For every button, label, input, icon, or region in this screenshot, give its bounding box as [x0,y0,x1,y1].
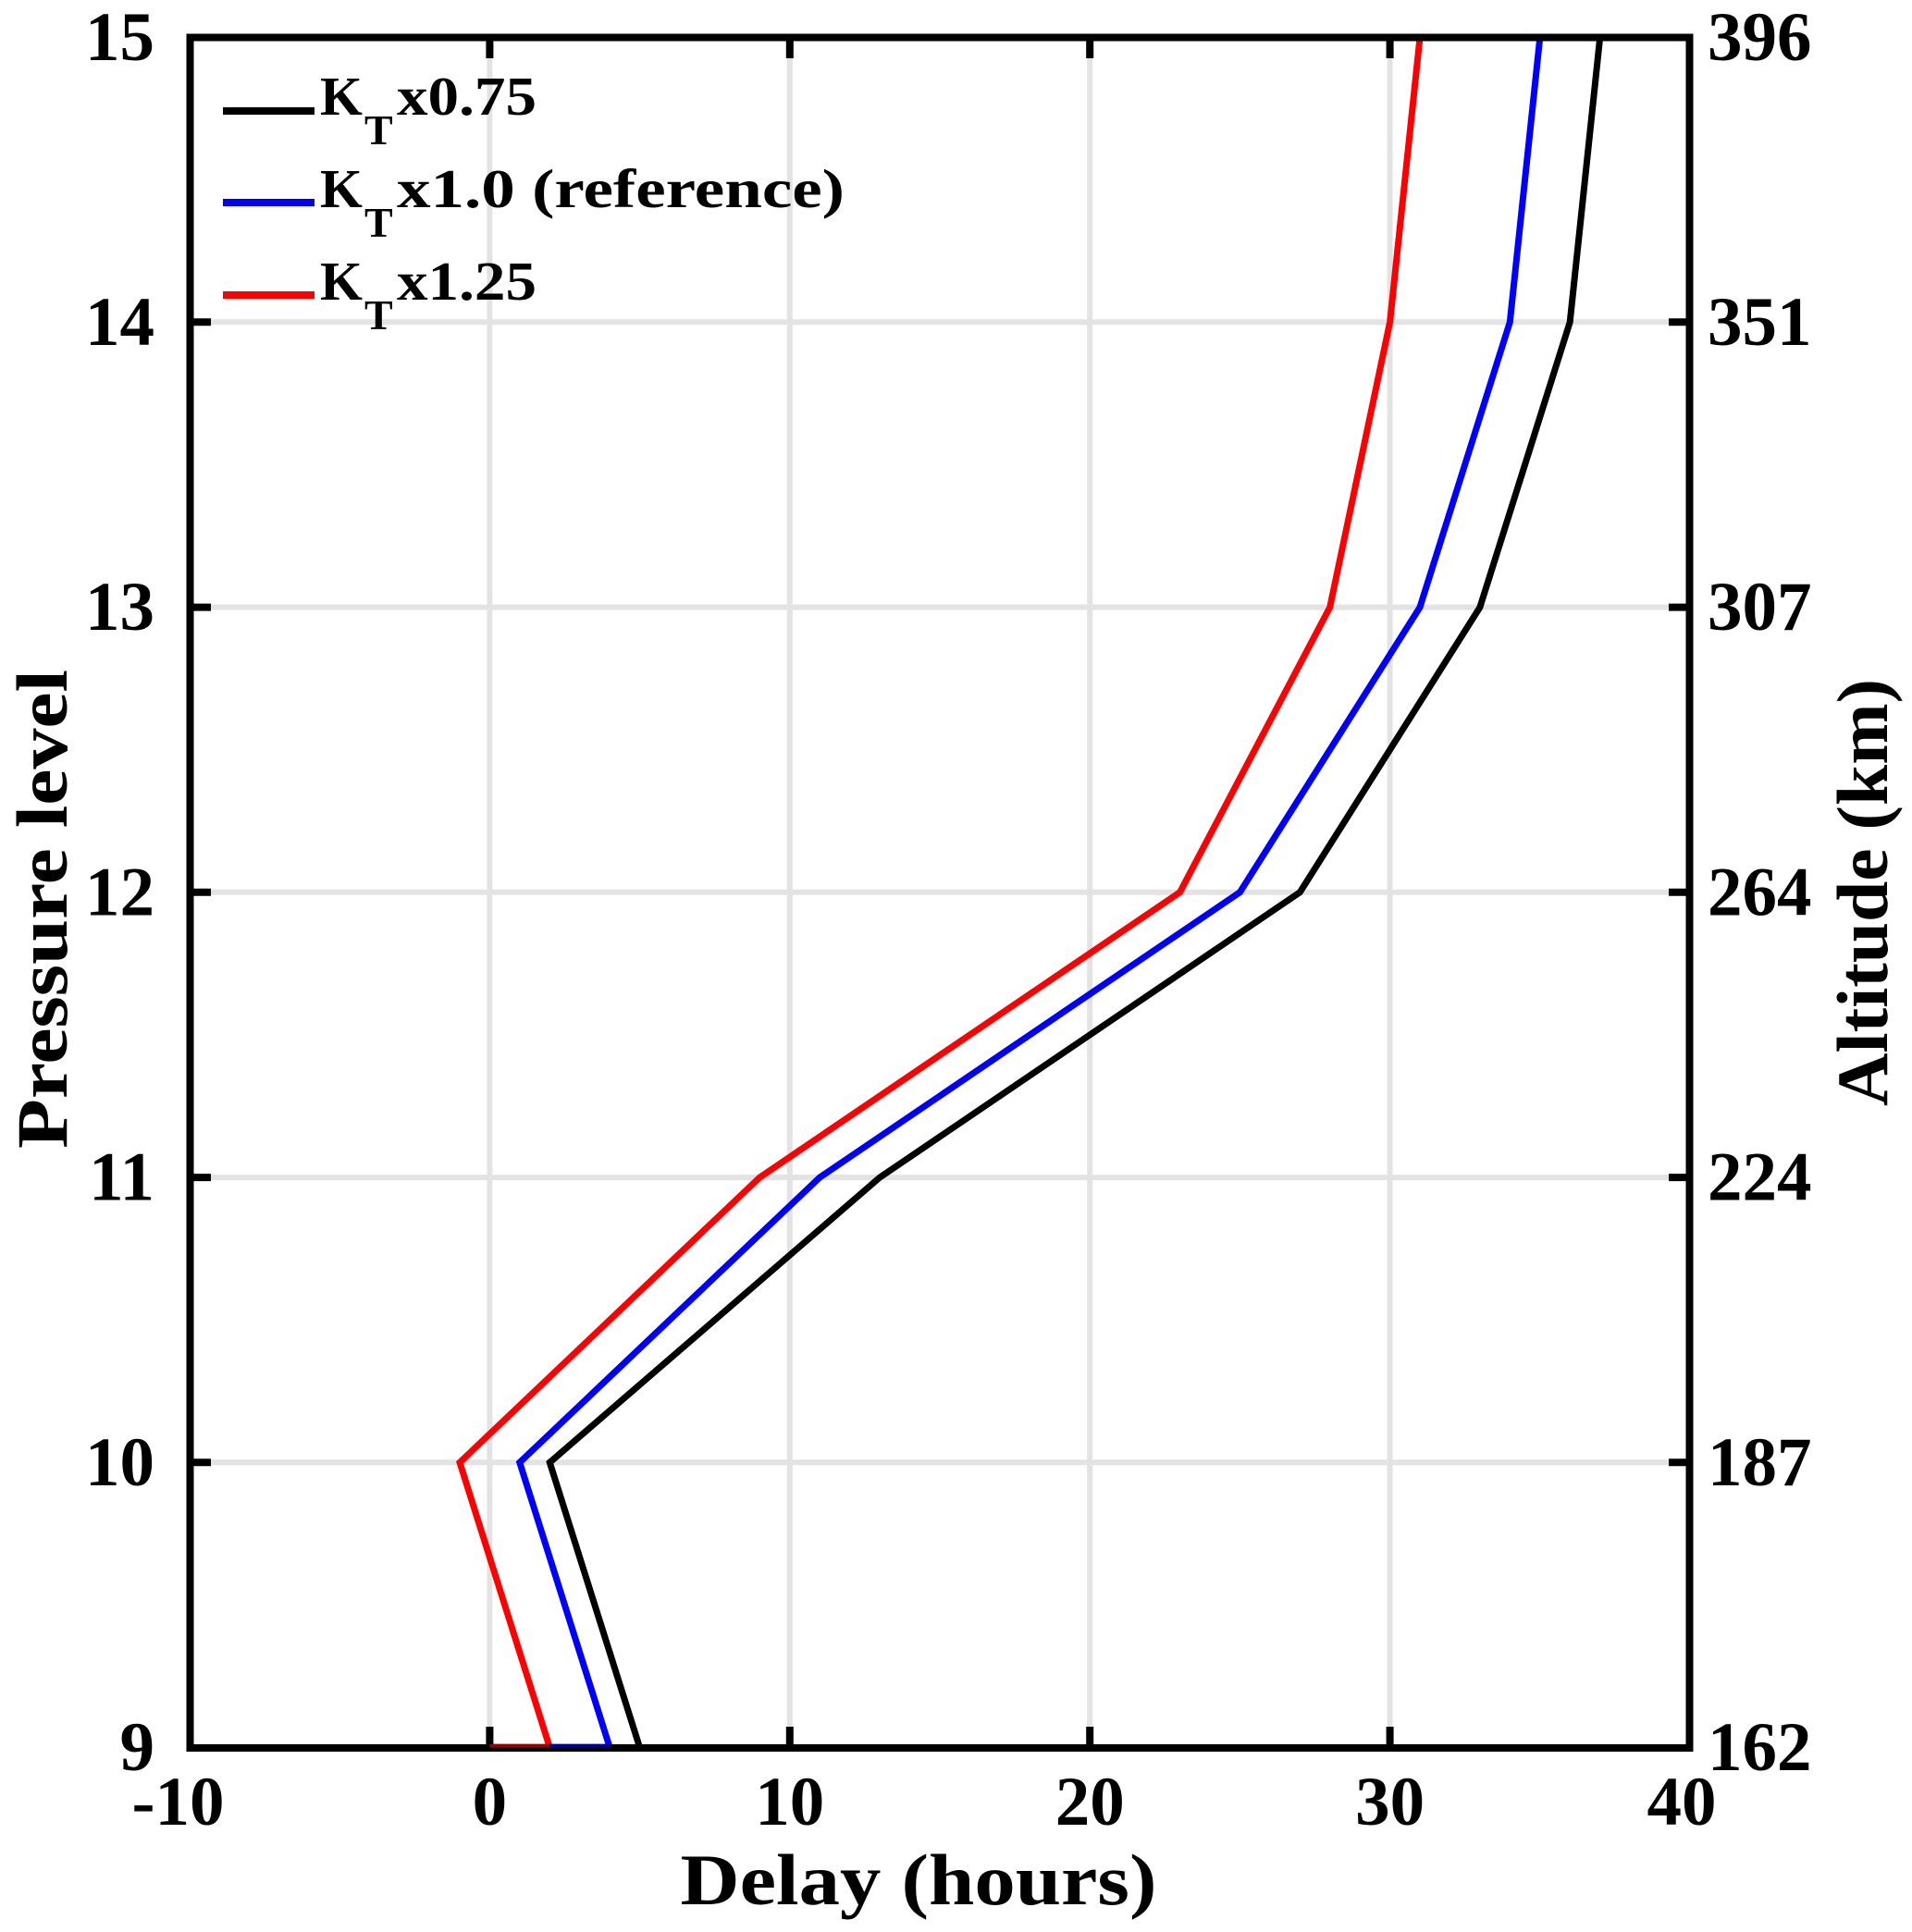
svg-text:351: 351 [1708,284,1812,361]
svg-text:T: T [364,199,393,246]
svg-text:x0.75: x0.75 [397,66,537,127]
svg-text:Delay (hours): Delay (hours) [681,1840,1157,1920]
svg-text:162: 162 [1708,1709,1812,1786]
svg-text:K: K [320,66,363,127]
svg-text:30: 30 [1355,1764,1425,1840]
svg-text:10: 10 [755,1764,824,1840]
svg-text:K: K [320,158,363,219]
svg-text:40: 40 [1647,1764,1717,1840]
svg-text:10: 10 [85,1424,154,1501]
svg-text:9: 9 [120,1709,155,1786]
svg-text:20: 20 [1055,1764,1125,1840]
svg-text:307: 307 [1708,569,1812,646]
svg-text:264: 264 [1708,854,1812,930]
svg-text:14: 14 [85,284,154,361]
svg-text:x1.0 (reference): x1.0 (reference) [397,158,845,219]
svg-text:x1.25: x1.25 [397,251,537,312]
svg-text:-10: -10 [132,1764,225,1840]
svg-text:12: 12 [85,854,154,930]
svg-text:13: 13 [85,569,154,646]
svg-text:396: 396 [1708,0,1812,76]
svg-text:15: 15 [85,0,154,76]
svg-text:Pressure level: Pressure level [2,670,82,1149]
svg-text:224: 224 [1708,1139,1812,1216]
svg-text:K: K [320,251,363,312]
svg-text:Altitude (km): Altitude (km) [1822,679,1903,1106]
svg-text:187: 187 [1708,1424,1812,1501]
svg-text:T: T [364,291,393,338]
svg-text:T: T [364,106,393,154]
svg-text:11: 11 [89,1139,154,1216]
svg-text:0: 0 [473,1764,508,1840]
